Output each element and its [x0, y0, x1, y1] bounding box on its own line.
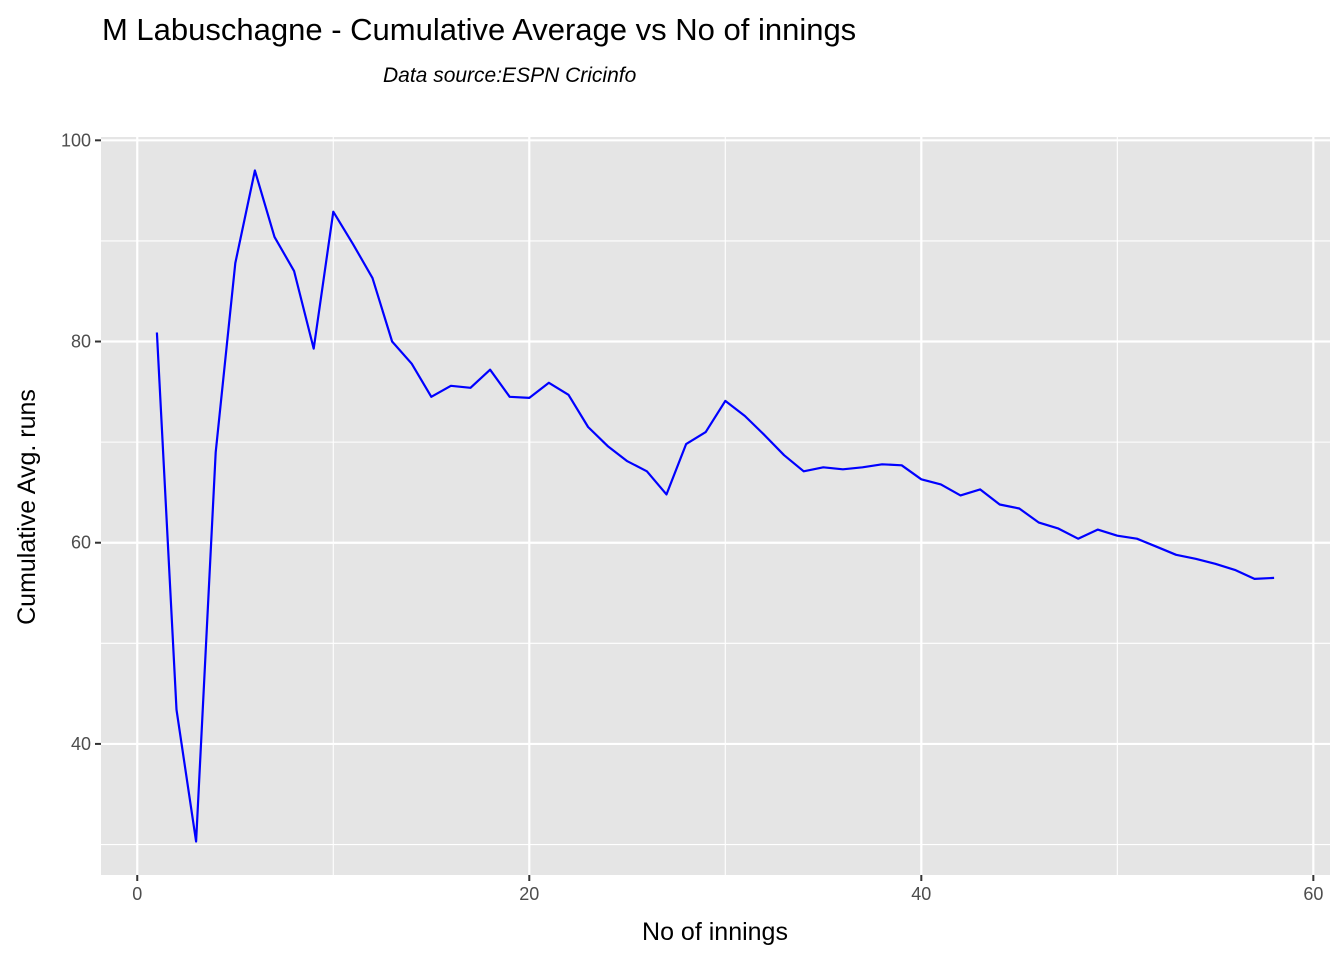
y-axis-label: Cumulative Avg. runs [13, 389, 41, 625]
x-tick-label: 40 [911, 884, 931, 904]
x-tick-label: 60 [1303, 884, 1323, 904]
plot-panel [101, 137, 1330, 875]
y-tick-label: 40 [71, 734, 91, 754]
cumulative-average-line [155, 169, 1275, 843]
axes: 0 20 40 60 40 60 80 100 [61, 130, 1323, 904]
y-tick-label: 100 [61, 130, 91, 150]
y-tick-label: 80 [71, 332, 91, 352]
chart-title: M Labuschagne - Cumulative Average vs No… [102, 12, 857, 47]
chart-subtitle: Data source:ESPN Cricinfo [383, 64, 637, 87]
series-layer [155, 169, 1275, 843]
x-tick-label: 0 [132, 884, 142, 904]
x-axis-label: No of innings [642, 918, 788, 946]
y-tick-label: 60 [71, 533, 91, 553]
x-tick-label: 20 [519, 884, 539, 904]
gridlines [101, 137, 1330, 875]
